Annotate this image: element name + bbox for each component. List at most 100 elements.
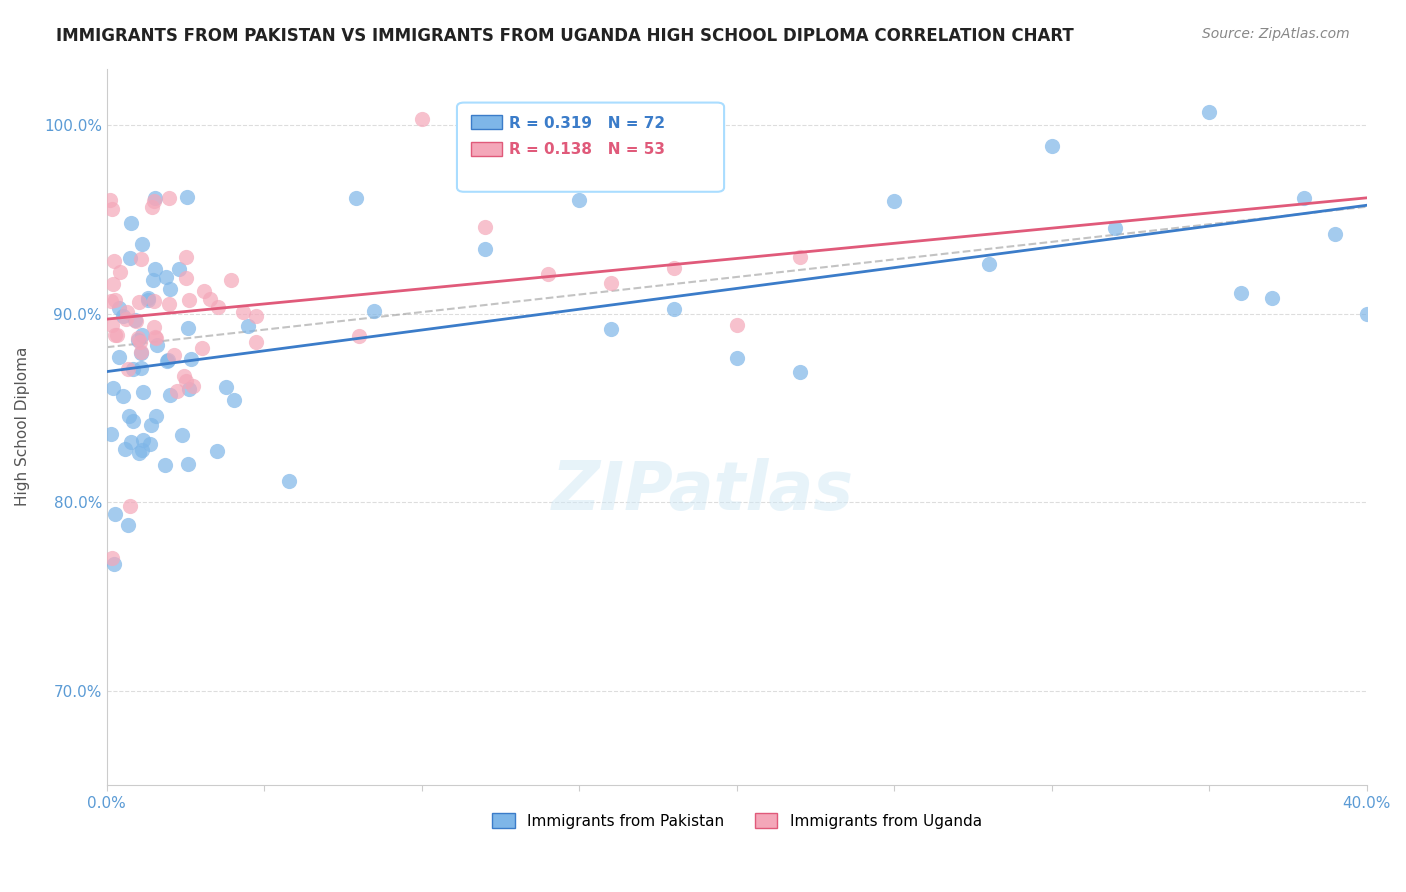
Immigrants from Pakistan [169,261,191,276]
Immigrants from Pakistan [789,366,811,380]
Immigrants from Uganda [232,305,254,319]
Immigrants from Pakistan [1355,307,1378,321]
Immigrants from Pakistan [122,362,145,376]
Immigrants from Pakistan [138,437,160,451]
Immigrants from Uganda [662,260,685,275]
Immigrants from Pakistan [474,242,496,256]
Immigrants from Uganda [101,318,124,333]
Immigrants from Pakistan [143,262,166,277]
Immigrants from Pakistan [114,442,136,456]
Immigrants from Uganda [120,499,142,513]
Immigrants from Uganda [145,330,167,344]
Immigrants from Uganda [245,335,267,350]
Immigrants from Pakistan [1230,286,1253,301]
Immigrants from Pakistan [122,414,145,428]
Immigrants from Uganda [599,276,621,290]
Text: Source: ZipAtlas.com: Source: ZipAtlas.com [1202,27,1350,41]
Immigrants from Pakistan [131,328,153,343]
Immigrants from Uganda [100,551,122,566]
Immigrants from Pakistan [145,409,167,424]
Immigrants from Pakistan [136,293,159,308]
Immigrants from Uganda [725,318,748,332]
Immigrants from Pakistan [1198,105,1220,120]
Immigrants from Pakistan [146,338,169,352]
Immigrants from Pakistan [1324,227,1347,241]
Immigrants from Pakistan [236,318,259,333]
Immigrants from Pakistan [977,257,1000,271]
Immigrants from Pakistan [129,345,152,359]
Immigrants from Uganda [789,250,811,264]
Immigrants from Uganda [143,194,166,208]
Immigrants from Uganda [177,293,200,308]
Immigrants from Uganda [103,277,125,292]
Immigrants from Pakistan [142,273,165,287]
Immigrants from Uganda [200,293,222,307]
Immigrants from Uganda [103,254,125,268]
Immigrants from Uganda [128,334,150,349]
Immigrants from Uganda [128,294,150,309]
Immigrants from Uganda [115,312,138,326]
Immigrants from Uganda [166,384,188,399]
Immigrants from Pakistan [111,309,134,323]
Immigrants from Pakistan [159,388,181,402]
Immigrants from Pakistan [101,381,124,395]
Immigrants from Uganda [174,271,197,285]
Immigrants from Pakistan [117,517,139,532]
Immigrants from Uganda [131,252,153,266]
Immigrants from Pakistan [363,304,385,318]
Immigrants from Pakistan [277,474,299,488]
Immigrants from Uganda [100,294,122,309]
Text: ZIPatlas: ZIPatlas [553,458,853,524]
Immigrants from Pakistan [344,191,367,205]
Immigrants from Uganda [103,293,125,307]
Immigrants from Pakistan [127,333,149,347]
Immigrants from Pakistan [155,269,177,284]
Immigrants from Pakistan [662,301,685,316]
Immigrants from Pakistan [132,434,155,448]
Immigrants from Pakistan [143,191,166,205]
Immigrants from Pakistan [725,351,748,365]
Immigrants from Uganda [101,202,124,217]
Immigrants from Uganda [143,330,166,344]
Text: IMMIGRANTS FROM PAKISTAN VS IMMIGRANTS FROM UGANDA HIGH SCHOOL DIPLOMA CORRELATI: IMMIGRANTS FROM PAKISTAN VS IMMIGRANTS F… [56,27,1074,45]
Immigrants from Pakistan [176,189,198,203]
Immigrants from Uganda [474,220,496,235]
Immigrants from Uganda [157,297,180,311]
Immigrants from Uganda [142,320,165,334]
Immigrants from Pakistan [153,458,176,472]
Immigrants from Uganda [245,309,267,323]
Immigrants from Uganda [108,265,131,279]
Immigrants from Uganda [207,300,229,314]
Immigrants from Uganda [115,305,138,319]
Legend: Immigrants from Pakistan, Immigrants from Uganda: Immigrants from Pakistan, Immigrants fro… [485,806,988,835]
Immigrants from Pakistan [120,434,142,449]
Immigrants from Pakistan [131,237,153,252]
Immigrants from Pakistan [103,557,125,571]
Immigrants from Uganda [173,368,195,383]
Immigrants from Uganda [537,267,560,281]
Immigrants from Pakistan [170,427,193,442]
Immigrants from Uganda [124,314,146,328]
Immigrants from Uganda [219,273,242,287]
Immigrants from Pakistan [131,384,153,399]
Immigrants from Uganda [411,112,433,127]
Immigrants from Uganda [127,331,149,345]
Immigrants from Pakistan [222,392,245,407]
Immigrants from Uganda [181,379,204,393]
Immigrants from Uganda [347,329,370,343]
Immigrants from Uganda [105,327,128,342]
Immigrants from Uganda [129,345,152,359]
Text: R = 0.138   N = 53: R = 0.138 N = 53 [509,143,665,157]
Immigrants from Uganda [104,327,127,342]
Immigrants from Pakistan [177,382,200,396]
Immigrants from Pakistan [1261,291,1284,305]
Immigrants from Pakistan [139,417,162,432]
Immigrants from Pakistan [112,389,135,403]
Immigrants from Pakistan [1292,191,1315,205]
Immigrants from Uganda [174,251,197,265]
Immigrants from Pakistan [537,136,560,151]
Immigrants from Pakistan [1040,139,1063,153]
Immigrants from Uganda [163,348,186,362]
Immigrants from Uganda [98,193,121,207]
Immigrants from Uganda [157,191,180,205]
